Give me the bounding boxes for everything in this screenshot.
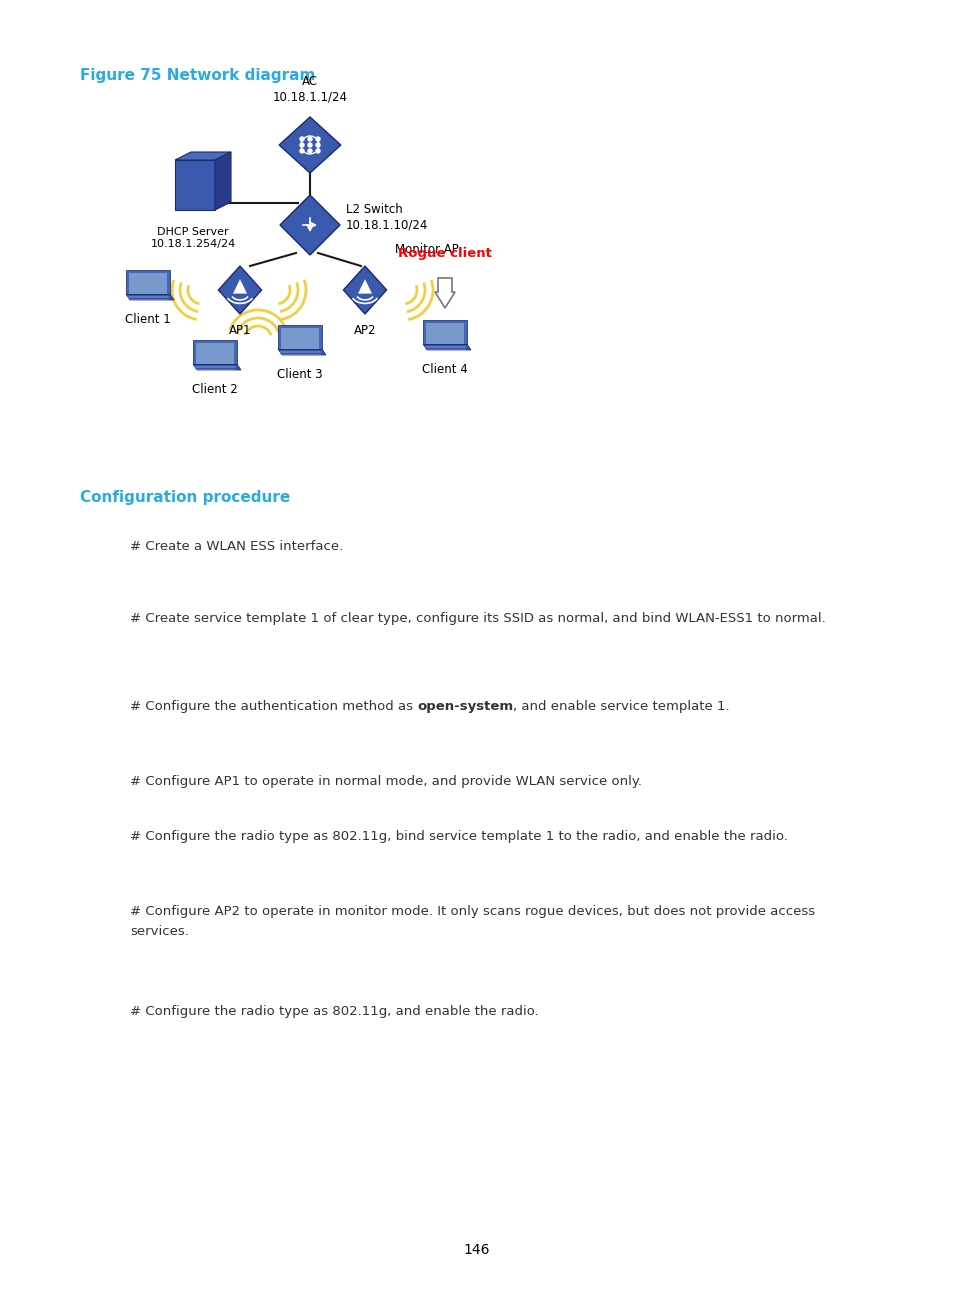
Text: AP2: AP2 xyxy=(354,324,375,337)
Text: services.: services. xyxy=(130,925,189,938)
Polygon shape xyxy=(280,194,339,255)
Polygon shape xyxy=(277,349,326,355)
Circle shape xyxy=(315,137,319,141)
Text: # Create service template 1 of clear type, configure its SSID as normal, and bin: # Create service template 1 of clear typ… xyxy=(130,612,825,625)
Text: # Configure the radio type as 802.11g, and enable the radio.: # Configure the radio type as 802.11g, a… xyxy=(130,1004,538,1017)
Circle shape xyxy=(315,149,319,153)
Text: Figure 75 Network diagram: Figure 75 Network diagram xyxy=(80,67,315,83)
Polygon shape xyxy=(279,117,340,172)
Text: 146: 146 xyxy=(463,1243,490,1257)
Text: # Configure the radio type as 802.11g, bind service template 1 to the radio, and: # Configure the radio type as 802.11g, b… xyxy=(130,829,787,842)
Text: open-system: open-system xyxy=(416,700,513,713)
Polygon shape xyxy=(193,364,241,369)
Text: # Configure the authentication method as: # Configure the authentication method as xyxy=(130,700,416,713)
Polygon shape xyxy=(193,340,236,364)
Circle shape xyxy=(299,137,304,141)
Circle shape xyxy=(308,137,312,141)
Circle shape xyxy=(308,149,312,153)
Text: L2 Switch
10.18.1.10/24: L2 Switch 10.18.1.10/24 xyxy=(346,203,428,231)
Text: Client 1: Client 1 xyxy=(125,314,171,327)
Polygon shape xyxy=(357,279,372,294)
Circle shape xyxy=(299,143,304,146)
Bar xyxy=(129,273,167,294)
Text: AC
10.18.1.1/24: AC 10.18.1.1/24 xyxy=(273,75,347,102)
Circle shape xyxy=(308,143,312,146)
Polygon shape xyxy=(126,294,173,299)
Text: Configuration procedure: Configuration procedure xyxy=(80,490,290,505)
Text: # Configure AP1 to operate in normal mode, and provide WLAN service only.: # Configure AP1 to operate in normal mod… xyxy=(130,775,641,788)
Bar xyxy=(281,328,318,349)
Bar xyxy=(195,343,233,364)
Bar xyxy=(426,323,463,343)
Polygon shape xyxy=(126,270,170,294)
Polygon shape xyxy=(343,266,386,314)
Text: # Configure AP2 to operate in monitor mode. It only scans rogue devices, but doe: # Configure AP2 to operate in monitor mo… xyxy=(130,905,814,918)
Polygon shape xyxy=(218,266,261,314)
Polygon shape xyxy=(174,152,231,159)
Text: AP1: AP1 xyxy=(229,324,251,337)
Polygon shape xyxy=(422,343,471,350)
Circle shape xyxy=(315,143,319,146)
Text: Client 2: Client 2 xyxy=(192,384,237,397)
Text: DHCP Server
10.18.1.254/24: DHCP Server 10.18.1.254/24 xyxy=(151,227,235,249)
Polygon shape xyxy=(174,159,214,210)
Text: , and enable service template 1.: , and enable service template 1. xyxy=(513,700,729,713)
FancyArrow shape xyxy=(435,279,455,308)
Text: Client 3: Client 3 xyxy=(277,368,322,381)
Polygon shape xyxy=(277,325,322,349)
Text: # Create a WLAN ESS interface.: # Create a WLAN ESS interface. xyxy=(130,540,343,553)
Text: Monitor AP: Monitor AP xyxy=(395,244,458,257)
Polygon shape xyxy=(214,152,231,210)
Circle shape xyxy=(299,149,304,153)
Text: Client 4: Client 4 xyxy=(421,363,467,376)
Polygon shape xyxy=(233,279,247,294)
Text: Rogue client: Rogue client xyxy=(397,248,492,260)
Polygon shape xyxy=(422,320,467,343)
